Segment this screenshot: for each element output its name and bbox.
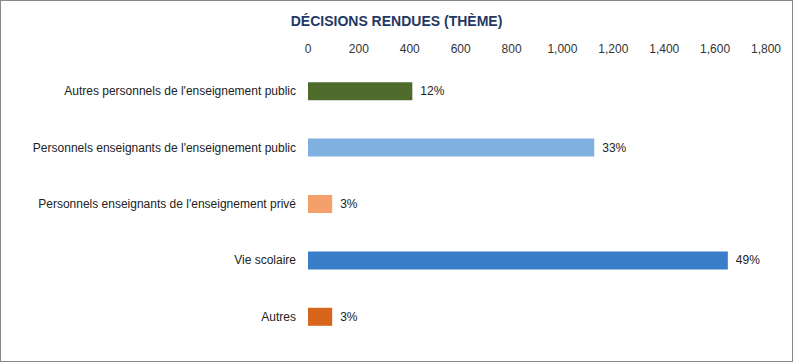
svg-text:1,000: 1,000	[547, 42, 577, 56]
svg-text:Autres: Autres	[261, 310, 296, 324]
svg-text:400: 400	[400, 42, 420, 56]
svg-text:600: 600	[451, 42, 471, 56]
svg-text:33%: 33%	[602, 141, 626, 155]
svg-text:1,400: 1,400	[649, 42, 679, 56]
svg-text:0: 0	[305, 42, 312, 56]
svg-text:DÉCISIONS RENDUES (THÈME): DÉCISIONS RENDUES (THÈME)	[291, 13, 503, 29]
svg-text:1,800: 1,800	[751, 42, 781, 56]
svg-text:Autres personnels de l'enseign: Autres personnels de l'enseignement publ…	[64, 84, 296, 98]
svg-text:1,200: 1,200	[598, 42, 628, 56]
svg-text:800: 800	[502, 42, 522, 56]
svg-text:Personnels enseignants de l'en: Personnels enseignants de l'enseignement…	[33, 141, 296, 155]
svg-text:3%: 3%	[340, 310, 358, 324]
svg-text:12%: 12%	[420, 84, 444, 98]
svg-text:1,600: 1,600	[700, 42, 730, 56]
svg-text:Vie scolaire: Vie scolaire	[234, 253, 296, 267]
svg-text:3%: 3%	[340, 197, 358, 211]
svg-text:200: 200	[349, 42, 369, 56]
svg-text:Personnels enseignants de l'en: Personnels enseignants de l'enseignement…	[38, 197, 296, 211]
svg-text:49%: 49%	[736, 253, 760, 267]
